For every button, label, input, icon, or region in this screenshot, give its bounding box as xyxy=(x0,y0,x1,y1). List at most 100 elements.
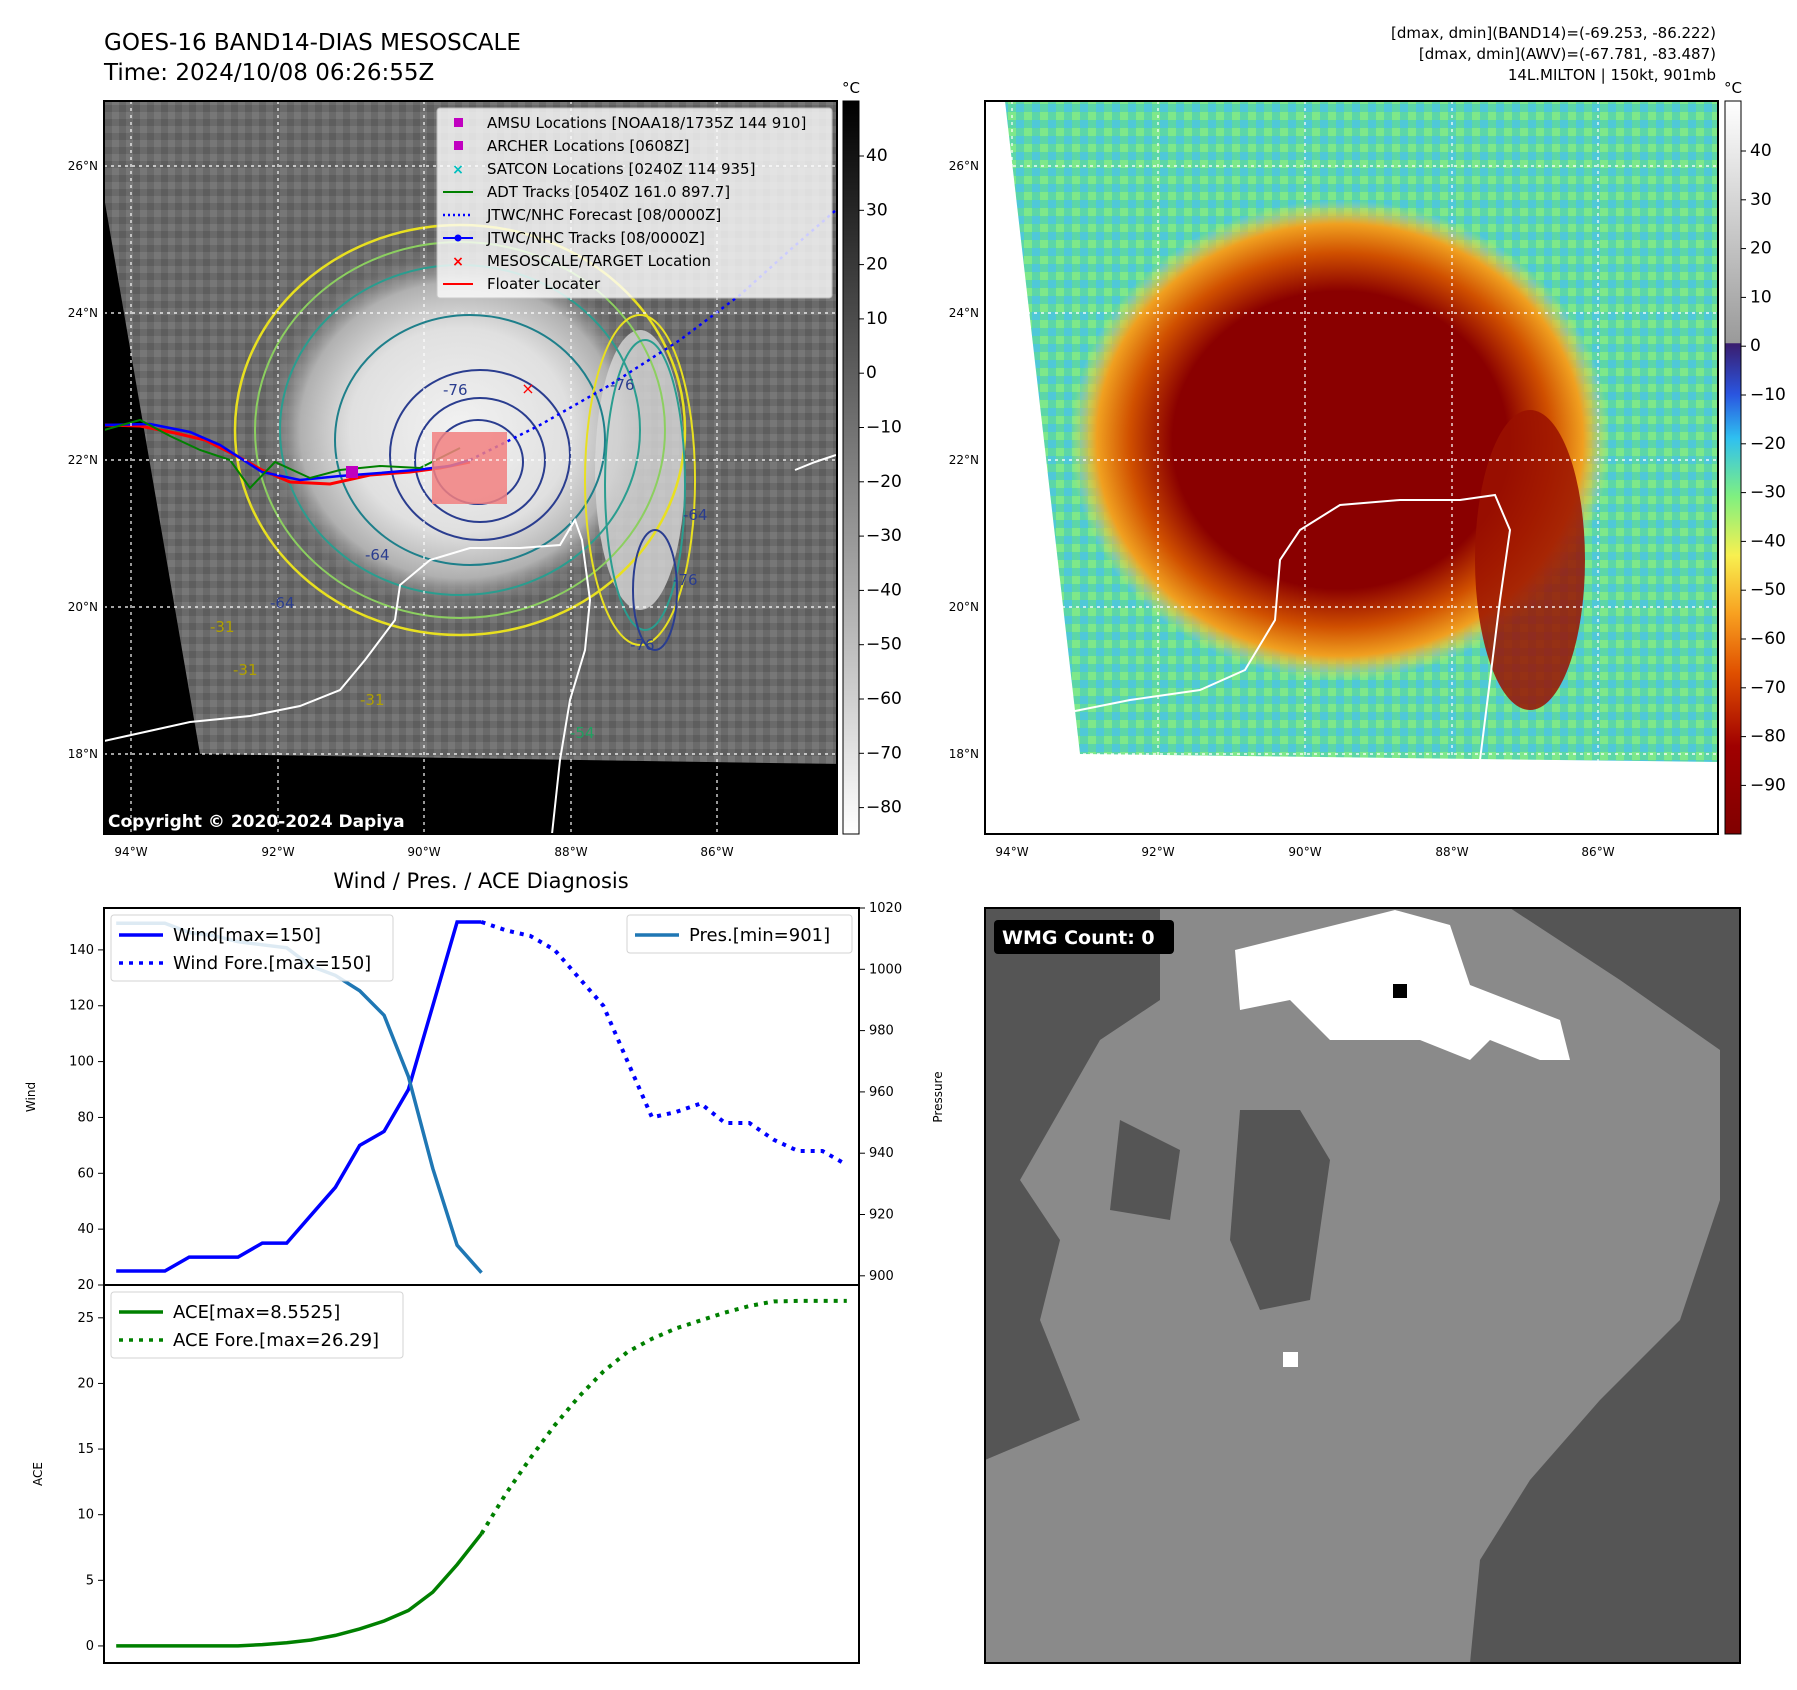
pressure-tick-label: 1000 xyxy=(869,962,902,977)
target-cone xyxy=(432,432,507,504)
gray-colorbar-tick: 30 xyxy=(866,200,888,220)
gray-colorbar-tick: −40 xyxy=(866,580,902,600)
wind-tick-label: 140 xyxy=(69,943,94,958)
pressure-tick-label: 920 xyxy=(869,1208,894,1223)
wmg-dark-region-left xyxy=(985,908,1160,1460)
color-colorbar-tick: 20 xyxy=(1750,239,1772,259)
map-legend: AMSU Locations [NOAA18/1735Z 144 910] ARC… xyxy=(436,107,833,299)
stats-line2: [dmax, dmin](AWV)=(-67.781, -83.487) xyxy=(1419,45,1716,63)
color-colorbar-unit: °C xyxy=(1724,79,1742,97)
color-colorbar-tick: −80 xyxy=(1750,727,1786,747)
lat-label-right: 22°N xyxy=(949,453,979,467)
chart-legend-label: Wind Fore.[max=150] xyxy=(173,953,371,974)
legend-label: Floater Locater xyxy=(487,275,601,293)
pressure-legend: Pres.[min=901] xyxy=(626,914,853,954)
wind-tick-label: 60 xyxy=(77,1166,94,1181)
contour-label: -76 xyxy=(443,381,468,399)
gray-colorbar-unit: °C xyxy=(842,79,860,97)
pressure-tick-label: 1020 xyxy=(869,901,902,916)
legend-label: JTWC/NHC Forecast [08/0000Z] xyxy=(486,206,721,224)
target-marker: × xyxy=(521,379,534,398)
title-line1: GOES-16 BAND14-DIAS MESOSCALE xyxy=(104,30,521,56)
jtwc-forecast xyxy=(469,209,837,462)
wind-pressure-chart: Wind / Pres. / ACE Diagnosis 20 40 60 80 100… xyxy=(24,869,945,1293)
contour-labels: -76 -76 -64 -64 -64 -76 -76 -54 -31 -31 -31 xyxy=(210,376,708,742)
pressure-tick-label: 980 xyxy=(869,1024,894,1039)
lat-label-right: 20°N xyxy=(949,600,979,614)
wind-ylabel: Wind xyxy=(24,1082,38,1112)
awv-map-panel xyxy=(984,100,1719,835)
legend-item: ARCHER Locations [0608Z] xyxy=(454,137,690,155)
lon-label-left: 92°W xyxy=(261,845,294,859)
lat-label-left: 24°N xyxy=(68,306,98,320)
legend-item: ADT Tracks [0540Z 161.0 897.7] xyxy=(443,183,730,201)
chart-legend-label: Wind[max=150] xyxy=(173,925,321,946)
lat-label-right: 24°N xyxy=(949,306,979,320)
chart-legend-label: ACE Fore.[max=26.29] xyxy=(173,1330,379,1351)
legend-label: ADT Tracks [0540Z 161.0 897.7] xyxy=(487,183,730,201)
color-colorbar-tick: −70 xyxy=(1750,678,1786,698)
lon-label-right: 94°W xyxy=(995,845,1028,859)
ir-map-panel: × -76 -76 -64 -64 -64 -76 -76 -54 -31 -31 -31 Copy… xyxy=(103,100,838,835)
ace-tick-label: 20 xyxy=(77,1376,94,1391)
wmg-white-pixel xyxy=(1283,1352,1298,1367)
gray-colorbar-tick: −10 xyxy=(866,418,902,438)
contour-label: -54 xyxy=(570,724,595,742)
lat-label-left: 22°N xyxy=(68,453,98,467)
gray-colorbar-tick: −20 xyxy=(866,472,902,492)
gray-colorbar-tick: 40 xyxy=(866,146,888,166)
gray-colorbar: °C 40 30 20 10 0 −10 −20 −30 −40 −50 −60 −70 −80 xyxy=(842,79,902,835)
pressure-tick-label: 960 xyxy=(869,1085,894,1100)
legend-item: AMSU Locations [NOAA18/1735Z 144 910] xyxy=(454,114,806,132)
ace-chart: 0 5 10 15 20 25 ACE ACE[max=8.5525] ACE Fore.[… xyxy=(31,1284,860,1664)
color-colorbar-tick: 10 xyxy=(1750,287,1772,307)
coastline xyxy=(104,517,592,834)
color-colorbar-tick: −90 xyxy=(1750,775,1786,795)
legend-item: JTWC/NHC Tracks [08/0000Z] xyxy=(443,229,705,247)
wind-tick-label: 120 xyxy=(69,999,94,1014)
archer-marker xyxy=(346,466,358,478)
wmg-count-label: WMG Count: 0 xyxy=(1002,927,1155,949)
legend-label: ARCHER Locations [0608Z] xyxy=(487,137,690,155)
gray-colorbar-tick: 0 xyxy=(866,363,877,383)
contour-label: -76 xyxy=(673,571,698,589)
lon-label-right: 88°W xyxy=(1435,845,1468,859)
contour-label: -76 xyxy=(610,376,635,394)
copyright: Copyright © 2020-2024 Dapiya xyxy=(108,812,405,832)
chart-legend-label: Pres.[min=901] xyxy=(689,925,830,946)
lon-label-left: 94°W xyxy=(114,845,147,859)
gray-colorbar-tick: −50 xyxy=(866,635,902,655)
wmg-dark-region-right xyxy=(1470,908,1740,1663)
svg-text:×: × xyxy=(452,162,464,178)
color-colorbar-tick: −30 xyxy=(1750,483,1786,503)
wmg-black-pixel xyxy=(1393,984,1407,998)
contour-label: -76 xyxy=(630,636,655,654)
color-colorbar-tick: −20 xyxy=(1750,434,1786,454)
gray-colorbar-tick: −60 xyxy=(866,689,902,709)
color-colorbar-tick: 40 xyxy=(1750,141,1772,161)
lon-label-right: 90°W xyxy=(1288,845,1321,859)
series-line-ace-fore xyxy=(479,1298,847,1535)
lon-label-right: 92°W xyxy=(1141,845,1174,859)
chart-legend-label: ACE[max=8.5525] xyxy=(173,1302,340,1323)
series-line-ace xyxy=(116,1532,483,1648)
legend-label: AMSU Locations [NOAA18/1735Z 144 910] xyxy=(487,114,806,132)
contour-label: -31 xyxy=(210,618,235,636)
gray-colorbar-tick: 10 xyxy=(866,309,888,329)
contour-label: -31 xyxy=(233,661,258,679)
ace-tick-label: 15 xyxy=(77,1442,94,1457)
lon-label-left: 90°W xyxy=(407,845,440,859)
gray-colorbar-tick: −80 xyxy=(866,798,902,818)
color-colorbar-tick: −60 xyxy=(1750,629,1786,649)
contour-label: -64 xyxy=(683,506,708,524)
legend-item: × SATCON Locations [0240Z 114 935] xyxy=(452,160,755,178)
color-colorbar: °C 40 30 20 10 0 −10 −20 −30 −40 −50 −60 −70 −80 −90 xyxy=(1724,79,1786,835)
storm-cloud-shield xyxy=(260,245,660,615)
lon-label-right: 86°W xyxy=(1581,845,1614,859)
svg-text:×: × xyxy=(452,254,464,270)
wind-legend: Wind[max=150] Wind Fore.[max=150] xyxy=(110,914,394,982)
ace-tick-label: 5 xyxy=(86,1573,94,1588)
legend-item: × MESOSCALE/TARGET Location xyxy=(452,252,711,270)
pressure-tick-label: 940 xyxy=(869,1146,894,1161)
